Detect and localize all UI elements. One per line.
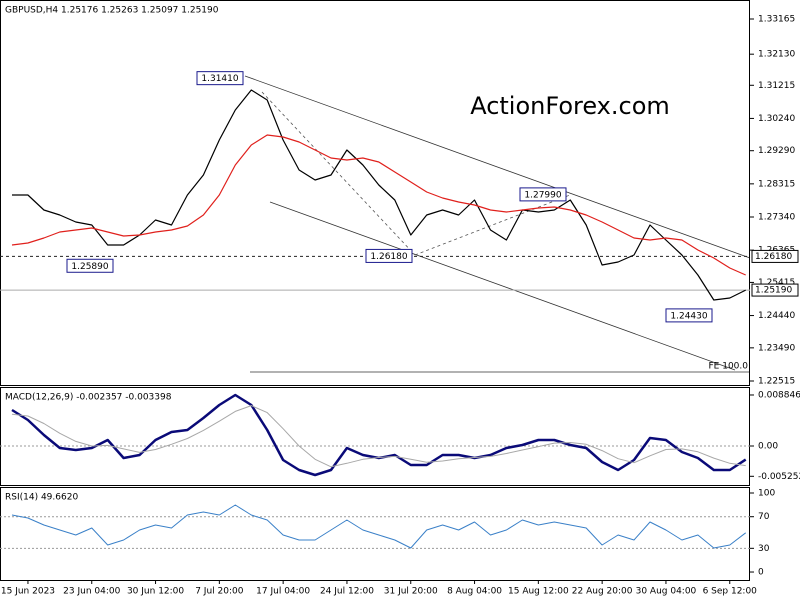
y-tick-label: 1.28315: [758, 179, 795, 189]
y-tick-label: 30: [758, 544, 770, 554]
panel-frame: [0, 387, 750, 486]
panel-frame: [0, 0, 750, 386]
fib-line: [261, 91, 416, 256]
price-level-label: 1.25190: [755, 286, 792, 296]
y-tick-label: -0.005252: [758, 472, 800, 482]
x-tick-label: 24 Jul 12:00: [320, 587, 374, 597]
annotation-box: [365, 248, 413, 263]
y-tick-label: 1.32130: [758, 50, 795, 60]
annotation-label: 1.31410: [201, 74, 238, 84]
x-tick-label: 15 Jun 2023: [1, 587, 55, 597]
x-tick-label: 6 Sep 12:00: [703, 587, 758, 597]
y-tick-label: 1.24440: [758, 311, 795, 321]
channel-upper: [244, 75, 751, 259]
annotation-label: 1.24430: [670, 311, 707, 321]
y-tick-label: 0.00: [758, 442, 778, 452]
y-tick-label: 0: [758, 568, 764, 578]
annotation-label: 1.26180: [370, 252, 407, 262]
channel-lower: [269, 201, 736, 371]
x-tick-label: 22 Aug 20:00: [572, 587, 633, 597]
annotation-box: [519, 187, 567, 202]
panel-title: RSI(14) 49.6620: [5, 493, 78, 503]
y-tick-label: 1.25415: [758, 278, 795, 288]
y-tick-label: 1.27340: [758, 212, 795, 222]
x-tick-label: 30 Jun 12:00: [127, 587, 184, 597]
annotation-label: 1.25890: [71, 262, 108, 272]
watermark: ActionForex.com: [470, 92, 670, 120]
annotation-box: [196, 71, 244, 86]
y-tick-label: 1.33165: [758, 15, 795, 25]
series-line: [11, 134, 746, 276]
price-level-box: [751, 249, 799, 263]
panel-frame: [0, 487, 750, 581]
panel-title: MACD(12,26,9) -0.002357 -0.003398: [5, 393, 172, 403]
x-tick-label: 7 Jul 20:00: [195, 587, 244, 597]
annotation-label: 1.27990: [524, 190, 561, 200]
price-level-label: 1.26180: [755, 252, 792, 262]
series-line: [11, 504, 747, 549]
x-tick-label: 31 Jul 20:00: [384, 587, 438, 597]
y-tick-label: 1.23490: [758, 343, 795, 353]
annotation-box: [665, 308, 713, 323]
y-tick-label: 1.30240: [758, 114, 795, 124]
fib-line: [414, 194, 571, 256]
panel-title: GBPUSD,H4 1.25176 1.25263 1.25097 1.2519…: [5, 6, 219, 16]
x-tick-label: 8 Aug 04:00: [447, 587, 502, 597]
y-tick-label: 100: [758, 489, 775, 499]
x-tick-label: 17 Jul 04:00: [256, 587, 310, 597]
x-tick-label: 15 Aug 12:00: [508, 587, 569, 597]
y-tick-label: 1.31215: [758, 81, 795, 91]
fe-label: FE 100.0: [709, 362, 749, 372]
y-tick-label: 70: [758, 512, 770, 522]
x-tick-label: 30 Aug 04:00: [636, 587, 697, 597]
x-tick-label: 23 Jun 04:00: [63, 587, 120, 597]
annotation-box: [66, 258, 114, 273]
series-line: [11, 405, 746, 468]
y-tick-label: 1.22515: [758, 376, 795, 386]
y-tick-label: 1.29290: [758, 146, 795, 156]
y-tick-label: 0.008846: [758, 390, 800, 400]
series-line: [12, 89, 746, 301]
price-level-box: [751, 283, 799, 297]
